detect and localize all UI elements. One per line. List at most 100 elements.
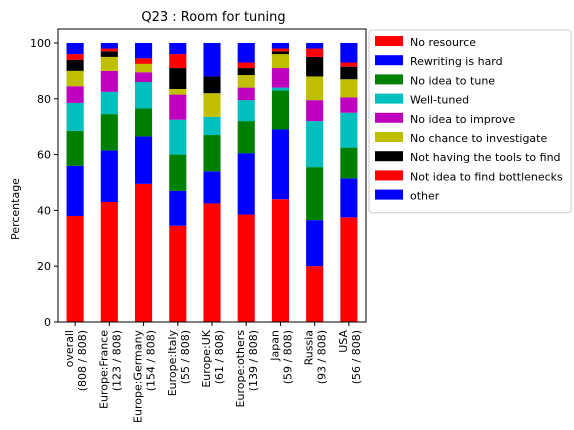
legend-label: No chance to investigate xyxy=(410,132,547,145)
bar-segment xyxy=(66,102,84,131)
legend-swatch xyxy=(375,36,403,46)
bar-segment xyxy=(340,178,358,218)
bar-segment xyxy=(306,266,324,322)
x-tick-label-count: (59 / 808) xyxy=(281,330,294,384)
legend-label: Not having the tools to find xyxy=(410,151,561,164)
legend-swatch xyxy=(375,74,403,85)
bar-segment xyxy=(340,42,358,63)
bar-segment xyxy=(135,58,153,64)
legend-label: Well-tuned xyxy=(410,94,469,107)
y-tick-label: 100 xyxy=(30,37,51,50)
bar-segment xyxy=(135,72,153,83)
x-tick-label: Europe:Italy (55 / 808) xyxy=(166,330,192,397)
bar-segment xyxy=(169,154,187,191)
bar-segment xyxy=(66,165,84,216)
bar-segment xyxy=(100,91,118,115)
legend-label: No idea to tune xyxy=(410,74,495,87)
bar-segment xyxy=(271,68,289,88)
bar-segment xyxy=(306,42,324,49)
bar-segment xyxy=(169,119,187,155)
legend-swatch xyxy=(375,189,403,200)
bar-segment xyxy=(237,121,255,154)
bar-segment xyxy=(66,54,84,60)
x-tick-label-count: (56 / 808) xyxy=(350,330,363,384)
bars-group xyxy=(66,42,358,322)
bar-segment xyxy=(237,100,255,122)
bar-segment xyxy=(100,56,118,71)
bar-segment xyxy=(135,136,153,184)
bar-segment xyxy=(100,202,118,322)
bar-segment xyxy=(237,153,255,215)
legend-swatch xyxy=(375,93,403,104)
bar-segment xyxy=(271,199,289,322)
x-tick-label: Europe:France (123 / 808) xyxy=(97,330,123,409)
chart-title: Q23 : Room for tuning xyxy=(141,10,285,25)
bar-segment xyxy=(271,51,289,55)
bar-segment xyxy=(66,130,84,166)
bar-segment xyxy=(306,76,324,101)
bar-segment xyxy=(135,82,153,109)
bar-segment xyxy=(306,48,324,57)
bar-segment xyxy=(340,79,358,98)
bar-segment xyxy=(306,167,324,221)
bar-segment xyxy=(340,66,358,80)
bar-segment xyxy=(66,215,84,322)
legend: No resource Rewriting is hard No idea to t… xyxy=(368,29,572,214)
x-tick-label: Russia (93 / 808) xyxy=(303,330,329,384)
x-tick-label-name: overall xyxy=(63,330,76,367)
y-tick-label: 40 xyxy=(37,204,51,217)
bar-segment xyxy=(135,63,153,73)
x-tick-label-name: Europe:UK xyxy=(200,329,213,387)
y-tick-label: 80 xyxy=(37,93,51,106)
bar-segment xyxy=(203,171,221,204)
legend-label: No resource xyxy=(410,36,476,49)
x-tick-label: Japan (59 / 808) xyxy=(268,330,294,384)
x-tick-label-count: (154 / 808) xyxy=(145,330,158,391)
bar-segment xyxy=(169,225,187,322)
bar-segment xyxy=(306,220,324,267)
legend-swatch xyxy=(375,170,403,181)
bar-segment xyxy=(169,94,187,120)
x-tick-label-name: Europe:others xyxy=(234,330,247,408)
bar-segment xyxy=(169,190,187,226)
bar-segment xyxy=(271,90,289,130)
bar-segment xyxy=(135,42,153,59)
bar-segment xyxy=(169,88,187,95)
bar-segment xyxy=(135,108,153,137)
bar-segment xyxy=(271,48,289,52)
bar-segment xyxy=(271,87,289,91)
x-tick-label-name: Europe:France xyxy=(97,330,110,409)
bar-segment xyxy=(100,114,118,151)
bar-segment xyxy=(237,75,255,88)
x-tick-label-count: (61 / 808) xyxy=(213,330,226,384)
x-tick-label: Europe:Germany (154 / 808) xyxy=(132,330,158,423)
bar-segment xyxy=(100,70,118,92)
bar-segment xyxy=(100,51,118,57)
legend-label: other xyxy=(410,190,440,203)
bar-segment xyxy=(203,76,221,94)
legend-label: Rewriting is hard xyxy=(410,55,503,68)
bar-segment xyxy=(203,42,221,77)
bar-segment xyxy=(306,121,324,168)
legend-swatch xyxy=(375,132,403,142)
bar-segment xyxy=(100,48,118,52)
x-tick-label-count: (808 / 808) xyxy=(76,330,89,391)
bar-segment xyxy=(340,147,358,179)
bar-segment xyxy=(135,183,153,322)
bar-segment xyxy=(237,87,255,101)
bar-segment xyxy=(237,62,255,69)
bar-segment xyxy=(340,112,358,148)
bar-segment xyxy=(169,42,187,55)
bar-segment xyxy=(237,42,255,63)
y-axis: 0 20 40 60 80 100 xyxy=(30,37,58,329)
bar-segment xyxy=(66,42,84,55)
legend-swatch xyxy=(375,55,403,66)
bar-segment xyxy=(169,54,187,69)
bar-segment xyxy=(271,42,289,49)
x-tick-label: overall (808 / 808) xyxy=(63,330,89,391)
bar-segment xyxy=(271,129,289,200)
bar-segment xyxy=(340,97,358,113)
x-tick-label-count: (123 / 808) xyxy=(110,330,123,391)
x-tick-label-name: Japan xyxy=(268,330,281,362)
